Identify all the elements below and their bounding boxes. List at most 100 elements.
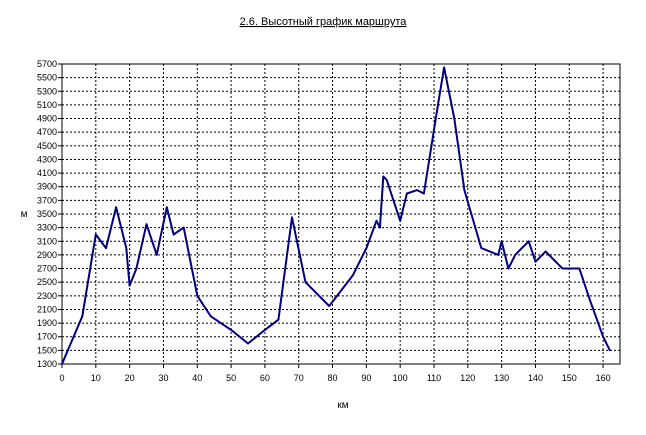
chart-title: 2.6. Высотный график маршрута (240, 16, 408, 28)
data-point (463, 189, 466, 191)
y-tick-label: 5300 (37, 86, 57, 96)
y-tick-label: 4300 (37, 154, 57, 164)
y-tick-label: 4700 (37, 127, 57, 137)
data-point (406, 192, 408, 195)
data-point (416, 189, 418, 191)
y-tick-label: 2900 (37, 250, 57, 260)
x-tick-label: 150 (562, 373, 577, 383)
x-tick-label: 160 (596, 373, 611, 383)
y-tick-label: 3900 (37, 182, 57, 192)
y-tick-label: 3100 (37, 236, 57, 246)
y-tick-label: 3700 (37, 195, 57, 205)
data-point (385, 179, 388, 181)
x-axis-label: км (337, 400, 348, 411)
data-point (61, 363, 63, 365)
data-point (328, 305, 331, 307)
y-tick-label: 1900 (37, 318, 57, 328)
data-point (497, 254, 500, 256)
x-tick-label: 0 (59, 373, 64, 383)
x-tick-label: 90 (361, 373, 371, 383)
data-point (500, 240, 503, 243)
data-point (145, 223, 148, 225)
data-point (609, 349, 611, 352)
x-tick-label: 70 (294, 373, 304, 383)
data-point (196, 295, 199, 297)
y-tick-label: 5700 (37, 59, 57, 69)
data-point (166, 206, 168, 208)
y-tick-label: 2500 (37, 277, 57, 287)
data-point (521, 247, 523, 249)
x-tick-label: 40 (192, 373, 202, 383)
y-tick-label: 5500 (37, 73, 57, 83)
x-axis-ticks: 0 10 20 30 40 50 60 70 80 90 100 110 120 130 140 150 160 (59, 364, 611, 383)
data-point (443, 66, 445, 69)
x-tick-label: 120 (460, 373, 475, 383)
y-tick-label: 1300 (37, 359, 57, 369)
y-tick-label: 3500 (37, 209, 57, 219)
data-point (436, 107, 439, 110)
data-point (135, 267, 138, 270)
data-point (578, 267, 581, 270)
series-points (61, 66, 611, 365)
data-point (264, 329, 266, 331)
data-point (230, 329, 232, 331)
data-point (534, 260, 537, 263)
y-tick-label: 4100 (37, 168, 57, 178)
y-tick-label: 1500 (37, 345, 57, 355)
x-tick-label: 140 (528, 373, 543, 383)
data-point (95, 233, 97, 236)
x-tick-label: 10 (91, 373, 101, 383)
data-point (602, 335, 604, 338)
data-point (304, 281, 307, 284)
x-tick-label: 80 (328, 373, 338, 383)
grid-lines (61, 63, 620, 365)
data-point (382, 175, 385, 178)
data-point (514, 254, 516, 256)
plot-area-frame (61, 63, 621, 365)
x-tick-label: 130 (494, 373, 509, 383)
series-line-elevation (61, 66, 611, 365)
data-point (128, 284, 131, 287)
x-tick-label: 110 (427, 373, 441, 383)
y-tick-label: 4500 (37, 141, 57, 151)
data-point (155, 254, 158, 256)
x-tick-label: 30 (158, 373, 168, 383)
data-point (172, 233, 175, 236)
data-point (453, 117, 456, 120)
data-point (588, 298, 591, 301)
data-point (561, 267, 564, 270)
data-point (365, 247, 368, 249)
data-point (379, 226, 381, 229)
y-tick-label: 3300 (37, 223, 57, 233)
data-point (105, 247, 107, 249)
data-point (423, 192, 425, 195)
x-tick-label: 60 (260, 373, 270, 383)
data-point (291, 216, 293, 219)
data-point (125, 247, 128, 249)
data-point (115, 206, 117, 208)
x-tick-label: 20 (125, 373, 135, 383)
y-axis-ticks: 1300 1500 1700 1900 2100 2300 2500 2700 2900 3100… (37, 59, 62, 369)
data-point (399, 220, 402, 222)
data-point (480, 247, 483, 249)
data-point (277, 318, 280, 321)
data-point (352, 274, 354, 277)
y-tick-label: 2100 (37, 304, 57, 314)
y-tick-label: 2700 (37, 264, 57, 274)
y-tick-label: 4900 (37, 114, 57, 124)
x-tick-label: 100 (393, 373, 408, 383)
data-point (247, 342, 249, 345)
y-tick-label: 1700 (37, 332, 57, 342)
y-tick-label: 5100 (37, 100, 57, 110)
y-tick-label: 2300 (37, 291, 57, 301)
data-point (81, 315, 84, 318)
data-point (182, 226, 185, 229)
x-tick-label: 50 (226, 373, 236, 383)
y-axis-label: м (21, 209, 28, 220)
data-point (544, 250, 547, 253)
data-point (507, 267, 510, 270)
data-point (375, 220, 378, 222)
data-point (210, 315, 212, 318)
